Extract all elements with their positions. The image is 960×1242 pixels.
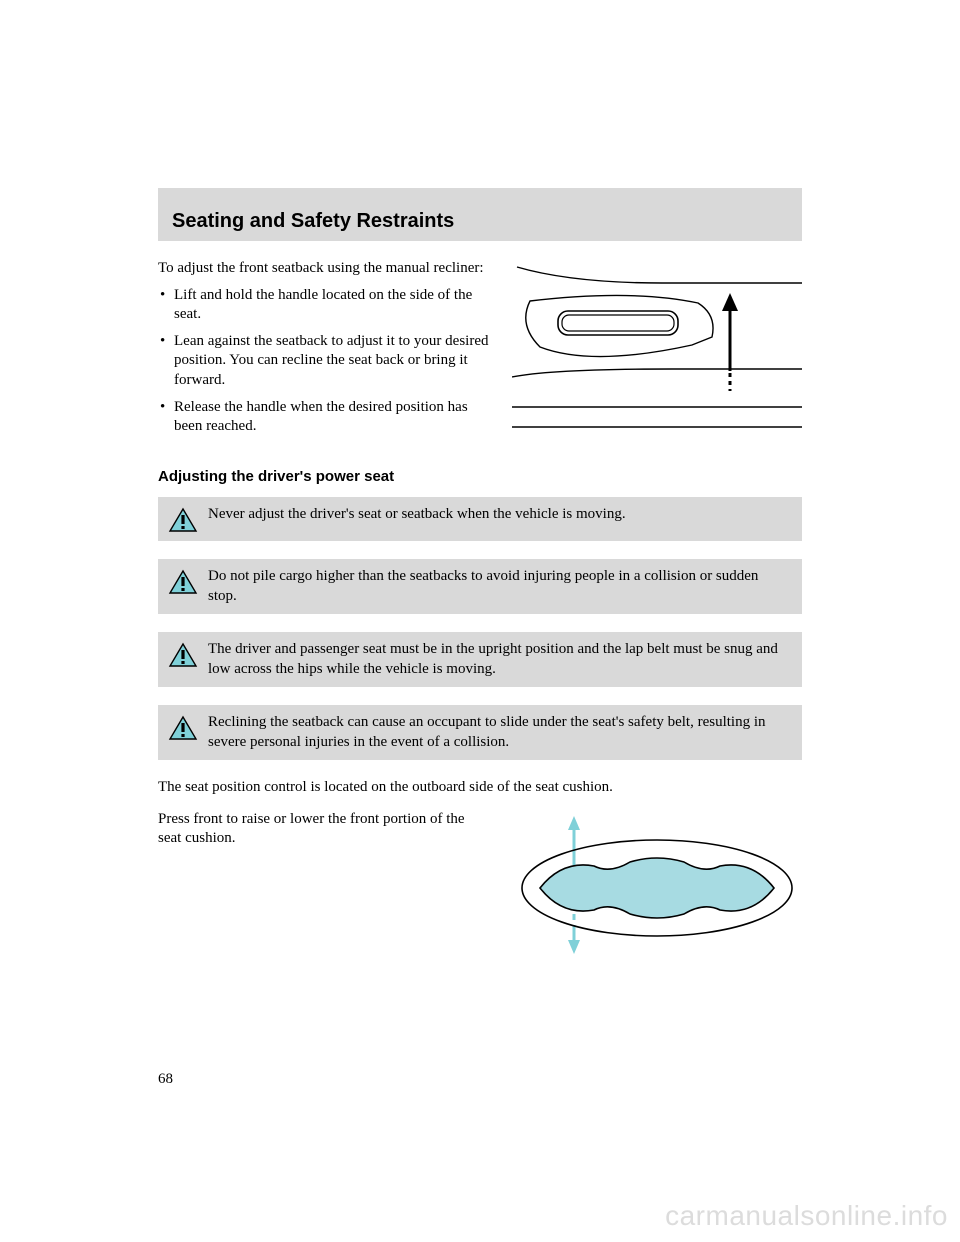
warning-text: Reclining the seatback can cause an occu…	[208, 714, 766, 750]
page-content: Seating and Safety Restraints To adjust …	[158, 188, 802, 1058]
recliner-intro: To adjust the front seatback using the m…	[158, 259, 494, 278]
warning-text: Never adjust the driver's seat or seatba…	[208, 506, 626, 522]
page-number: 68	[158, 1071, 173, 1088]
warning-text: The driver and passenger seat must be in…	[208, 641, 778, 677]
warning-box: Do not pile cargo higher than the seatba…	[158, 559, 802, 614]
section-title: Seating and Safety Restraints	[172, 210, 788, 233]
recliner-text: To adjust the front seatback using the m…	[158, 259, 494, 454]
press-front-text: Press front to raise or lower the front …	[158, 810, 484, 861]
warning-text: Do not pile cargo higher than the seatba…	[208, 568, 758, 604]
list-item: Lift and hold the handle located on the …	[174, 286, 494, 324]
power-seat-heading: Adjusting the driver's power seat	[158, 468, 802, 485]
warning-icon	[168, 715, 198, 741]
warning-box: The driver and passenger seat must be in…	[158, 632, 802, 687]
seat-lever-illustration	[512, 259, 802, 449]
warning-icon	[168, 507, 198, 533]
seat-control-illustration	[502, 810, 802, 960]
list-item: Release the handle when the desired posi…	[174, 398, 494, 436]
section-header: Seating and Safety Restraints	[158, 188, 802, 241]
recliner-block: To adjust the front seatback using the m…	[158, 259, 802, 454]
warning-icon	[168, 642, 198, 668]
recliner-diagram	[512, 259, 802, 454]
warning-box: Never adjust the driver's seat or seatba…	[158, 497, 802, 541]
watermark: carmanualsonline.info	[665, 1200, 948, 1232]
seat-control-block: Press front to raise or lower the front …	[158, 810, 802, 965]
seat-position-intro: The seat position control is located on …	[158, 778, 802, 798]
list-item: Lean against the seatback to adjust it t…	[174, 332, 494, 390]
warning-box: Reclining the seatback can cause an occu…	[158, 705, 802, 760]
warning-icon	[168, 569, 198, 595]
recliner-steps: Lift and hold the handle located on the …	[158, 286, 494, 436]
seat-control-diagram	[502, 810, 802, 965]
